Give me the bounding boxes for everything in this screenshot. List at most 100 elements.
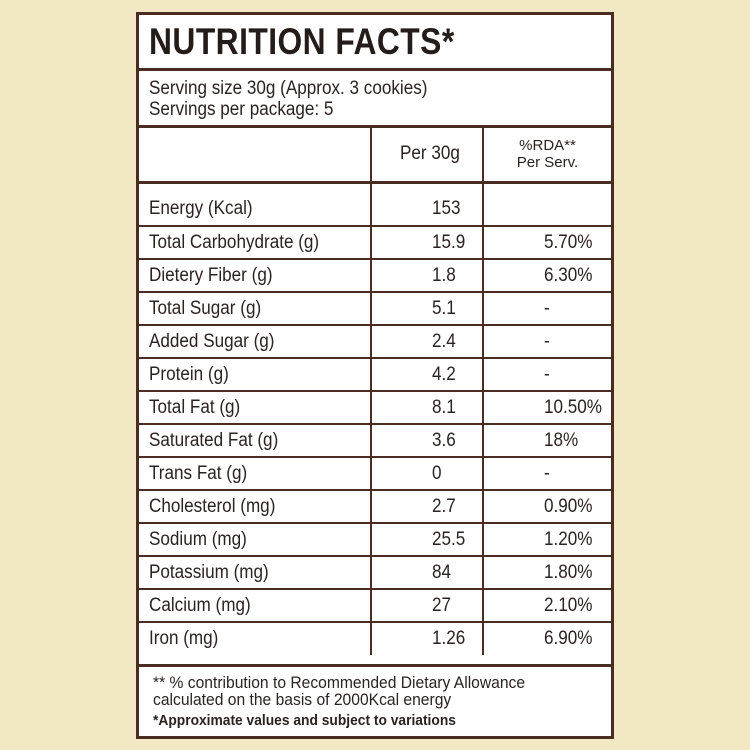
per-serving-cell: 1.8 xyxy=(371,259,484,293)
rda-cell: - xyxy=(483,457,611,491)
rda-cell: 5.70% xyxy=(483,226,611,260)
rda-cell: - xyxy=(483,325,611,359)
rda-cell: 10.50% xyxy=(483,391,611,425)
rda-value: 5.70% xyxy=(544,231,593,253)
nutrient-name: Total Sugar (g) xyxy=(149,297,262,319)
nutrient-cell: Saturated Fat (g) xyxy=(139,424,372,458)
table-row: Potassium (mg) 84 1.80% xyxy=(139,556,611,590)
nutrient-name: Saturated Fat (g) xyxy=(149,429,279,451)
header-rda-line1: %RDA** xyxy=(519,136,576,154)
spacer-cell xyxy=(371,182,484,193)
rda-value: 0.90% xyxy=(544,495,593,517)
header-rda-cell: %RDA** Per Serv. xyxy=(483,128,611,184)
nutrition-table: Per 30g %RDA** Per Serv. Energy (Kcal) 15… xyxy=(139,128,611,655)
nutrient-cell: Iron (mg) xyxy=(139,622,372,655)
per-serving-value: 27 xyxy=(432,594,452,616)
table-row: Total Fat (g) 8.1 10.50% xyxy=(139,391,611,425)
per-serving-value: 2.4 xyxy=(432,330,456,352)
nutrient-name: Dietery Fiber (g) xyxy=(149,264,273,286)
nutrient-cell: Total Carbohydrate (g) xyxy=(139,226,372,260)
nutrient-name: Potassium (mg) xyxy=(149,561,269,583)
per-serving-cell: 84 xyxy=(371,556,484,590)
rda-value: 1.20% xyxy=(544,528,593,550)
rda-cell xyxy=(483,193,611,227)
nutrient-name: Added Sugar (g) xyxy=(149,330,275,352)
per-serving-value: 25.5 xyxy=(432,528,466,550)
nutrient-name: Energy (Kcal) xyxy=(149,198,253,219)
nutrient-cell: Total Fat (g) xyxy=(139,391,372,425)
per-serving-cell: 0 xyxy=(371,457,484,491)
rda-value: - xyxy=(544,297,550,319)
per-serving-cell: 3.6 xyxy=(371,424,484,458)
rda-cell: 1.80% xyxy=(483,556,611,590)
rda-value: 1.80% xyxy=(544,561,593,583)
rda-value: 2.10% xyxy=(544,594,593,616)
per-serving-value: 2.7 xyxy=(432,495,456,517)
rda-cell: 1.20% xyxy=(483,523,611,557)
nutrient-name: Total Carbohydrate (g) xyxy=(149,231,320,253)
per-serving-value: 3.6 xyxy=(432,429,456,451)
rda-cell: 18% xyxy=(483,424,611,458)
nutrient-cell: Potassium (mg) xyxy=(139,556,372,590)
serving-info: Serving size 30g (Approx. 3 cookies) Ser… xyxy=(139,71,611,128)
table-header-row: Per 30g %RDA** Per Serv. xyxy=(139,128,611,184)
servings-per-package: Servings per package: 5 xyxy=(149,99,334,120)
table-row: Dietery Fiber (g) 1.8 6.30% xyxy=(139,259,611,293)
per-serving-value: 84 xyxy=(432,561,452,583)
per-serving-value: 0 xyxy=(432,462,442,484)
footnote-approx: *Approximate values and subject to varia… xyxy=(153,712,456,729)
nutrient-name: Trans Fat (g) xyxy=(149,462,248,484)
nutrient-name: Protein (g) xyxy=(149,363,229,385)
per-serving-cell: 27 xyxy=(371,589,484,623)
spacer-row xyxy=(139,182,611,193)
nutrient-cell: Protein (g) xyxy=(139,358,372,392)
nutrient-name: Calcium (mg) xyxy=(149,594,251,616)
rda-cell: 0.90% xyxy=(483,490,611,524)
nutrient-cell: Added Sugar (g) xyxy=(139,325,372,359)
serving-size: Serving size 30g (Approx. 3 cookies) xyxy=(149,78,428,99)
footer-notes: ** % contribution to Recommended Dietary… xyxy=(139,664,611,736)
table-row: Saturated Fat (g) 3.6 18% xyxy=(139,424,611,458)
table-row: Calcium (mg) 27 2.10% xyxy=(139,589,611,623)
nutrient-name: Iron (mg) xyxy=(149,628,219,649)
table-row: Added Sugar (g) 2.4 - xyxy=(139,325,611,359)
nutrient-cell: Total Sugar (g) xyxy=(139,292,372,326)
per-serving-value: 4.2 xyxy=(432,363,456,385)
per-serving-cell: 5.1 xyxy=(371,292,484,326)
per-serving-value: 1.26 xyxy=(432,628,466,649)
per-serving-cell: 2.7 xyxy=(371,490,484,524)
table-row: Energy (Kcal) 153 xyxy=(139,193,611,227)
nutrition-facts-label: NUTRITION FACTS* Serving size 30g (Appro… xyxy=(136,12,614,739)
nutrient-cell: Trans Fat (g) xyxy=(139,457,372,491)
per-serving-value: 1.8 xyxy=(432,264,456,286)
per-serving-value: 8.1 xyxy=(432,396,456,418)
per-serving-cell: 4.2 xyxy=(371,358,484,392)
per-serving-cell: 15.9 xyxy=(371,226,484,260)
title-row: NUTRITION FACTS* xyxy=(139,15,611,71)
per-serving-cell: 153 xyxy=(371,193,484,227)
per-serving-value: 153 xyxy=(432,198,461,219)
rda-cell: - xyxy=(483,358,611,392)
rda-cell: 6.90% xyxy=(483,622,611,655)
spacer-cell xyxy=(139,182,372,193)
rda-value: 10.50% xyxy=(544,396,603,418)
rda-value: 6.90% xyxy=(544,628,593,649)
nutrient-name: Sodium (mg) xyxy=(149,528,247,550)
footnote-rda: ** % contribution to Recommended Dietary… xyxy=(153,673,526,692)
spacer-cell xyxy=(483,182,611,193)
nutrient-name: Cholesterol (mg) xyxy=(149,495,276,517)
footnote-basis: calculated on the basis of 2000Kcal ener… xyxy=(153,690,452,709)
rda-value: - xyxy=(544,363,550,385)
table-row: Cholesterol (mg) 2.7 0.90% xyxy=(139,490,611,524)
rda-value: 18% xyxy=(544,429,579,451)
table-row: Total Carbohydrate (g) 15.9 5.70% xyxy=(139,226,611,260)
header-per-serving: Per 30g xyxy=(400,143,460,165)
table-row: Iron (mg) 1.26 6.90% xyxy=(139,622,611,655)
rda-value: - xyxy=(544,462,550,484)
nutrient-cell: Sodium (mg) xyxy=(139,523,372,557)
header-per-cell: Per 30g xyxy=(371,128,484,184)
per-serving-cell: 8.1 xyxy=(371,391,484,425)
per-serving-value: 5.1 xyxy=(432,297,456,319)
rda-cell: - xyxy=(483,292,611,326)
rda-cell: 2.10% xyxy=(483,589,611,623)
